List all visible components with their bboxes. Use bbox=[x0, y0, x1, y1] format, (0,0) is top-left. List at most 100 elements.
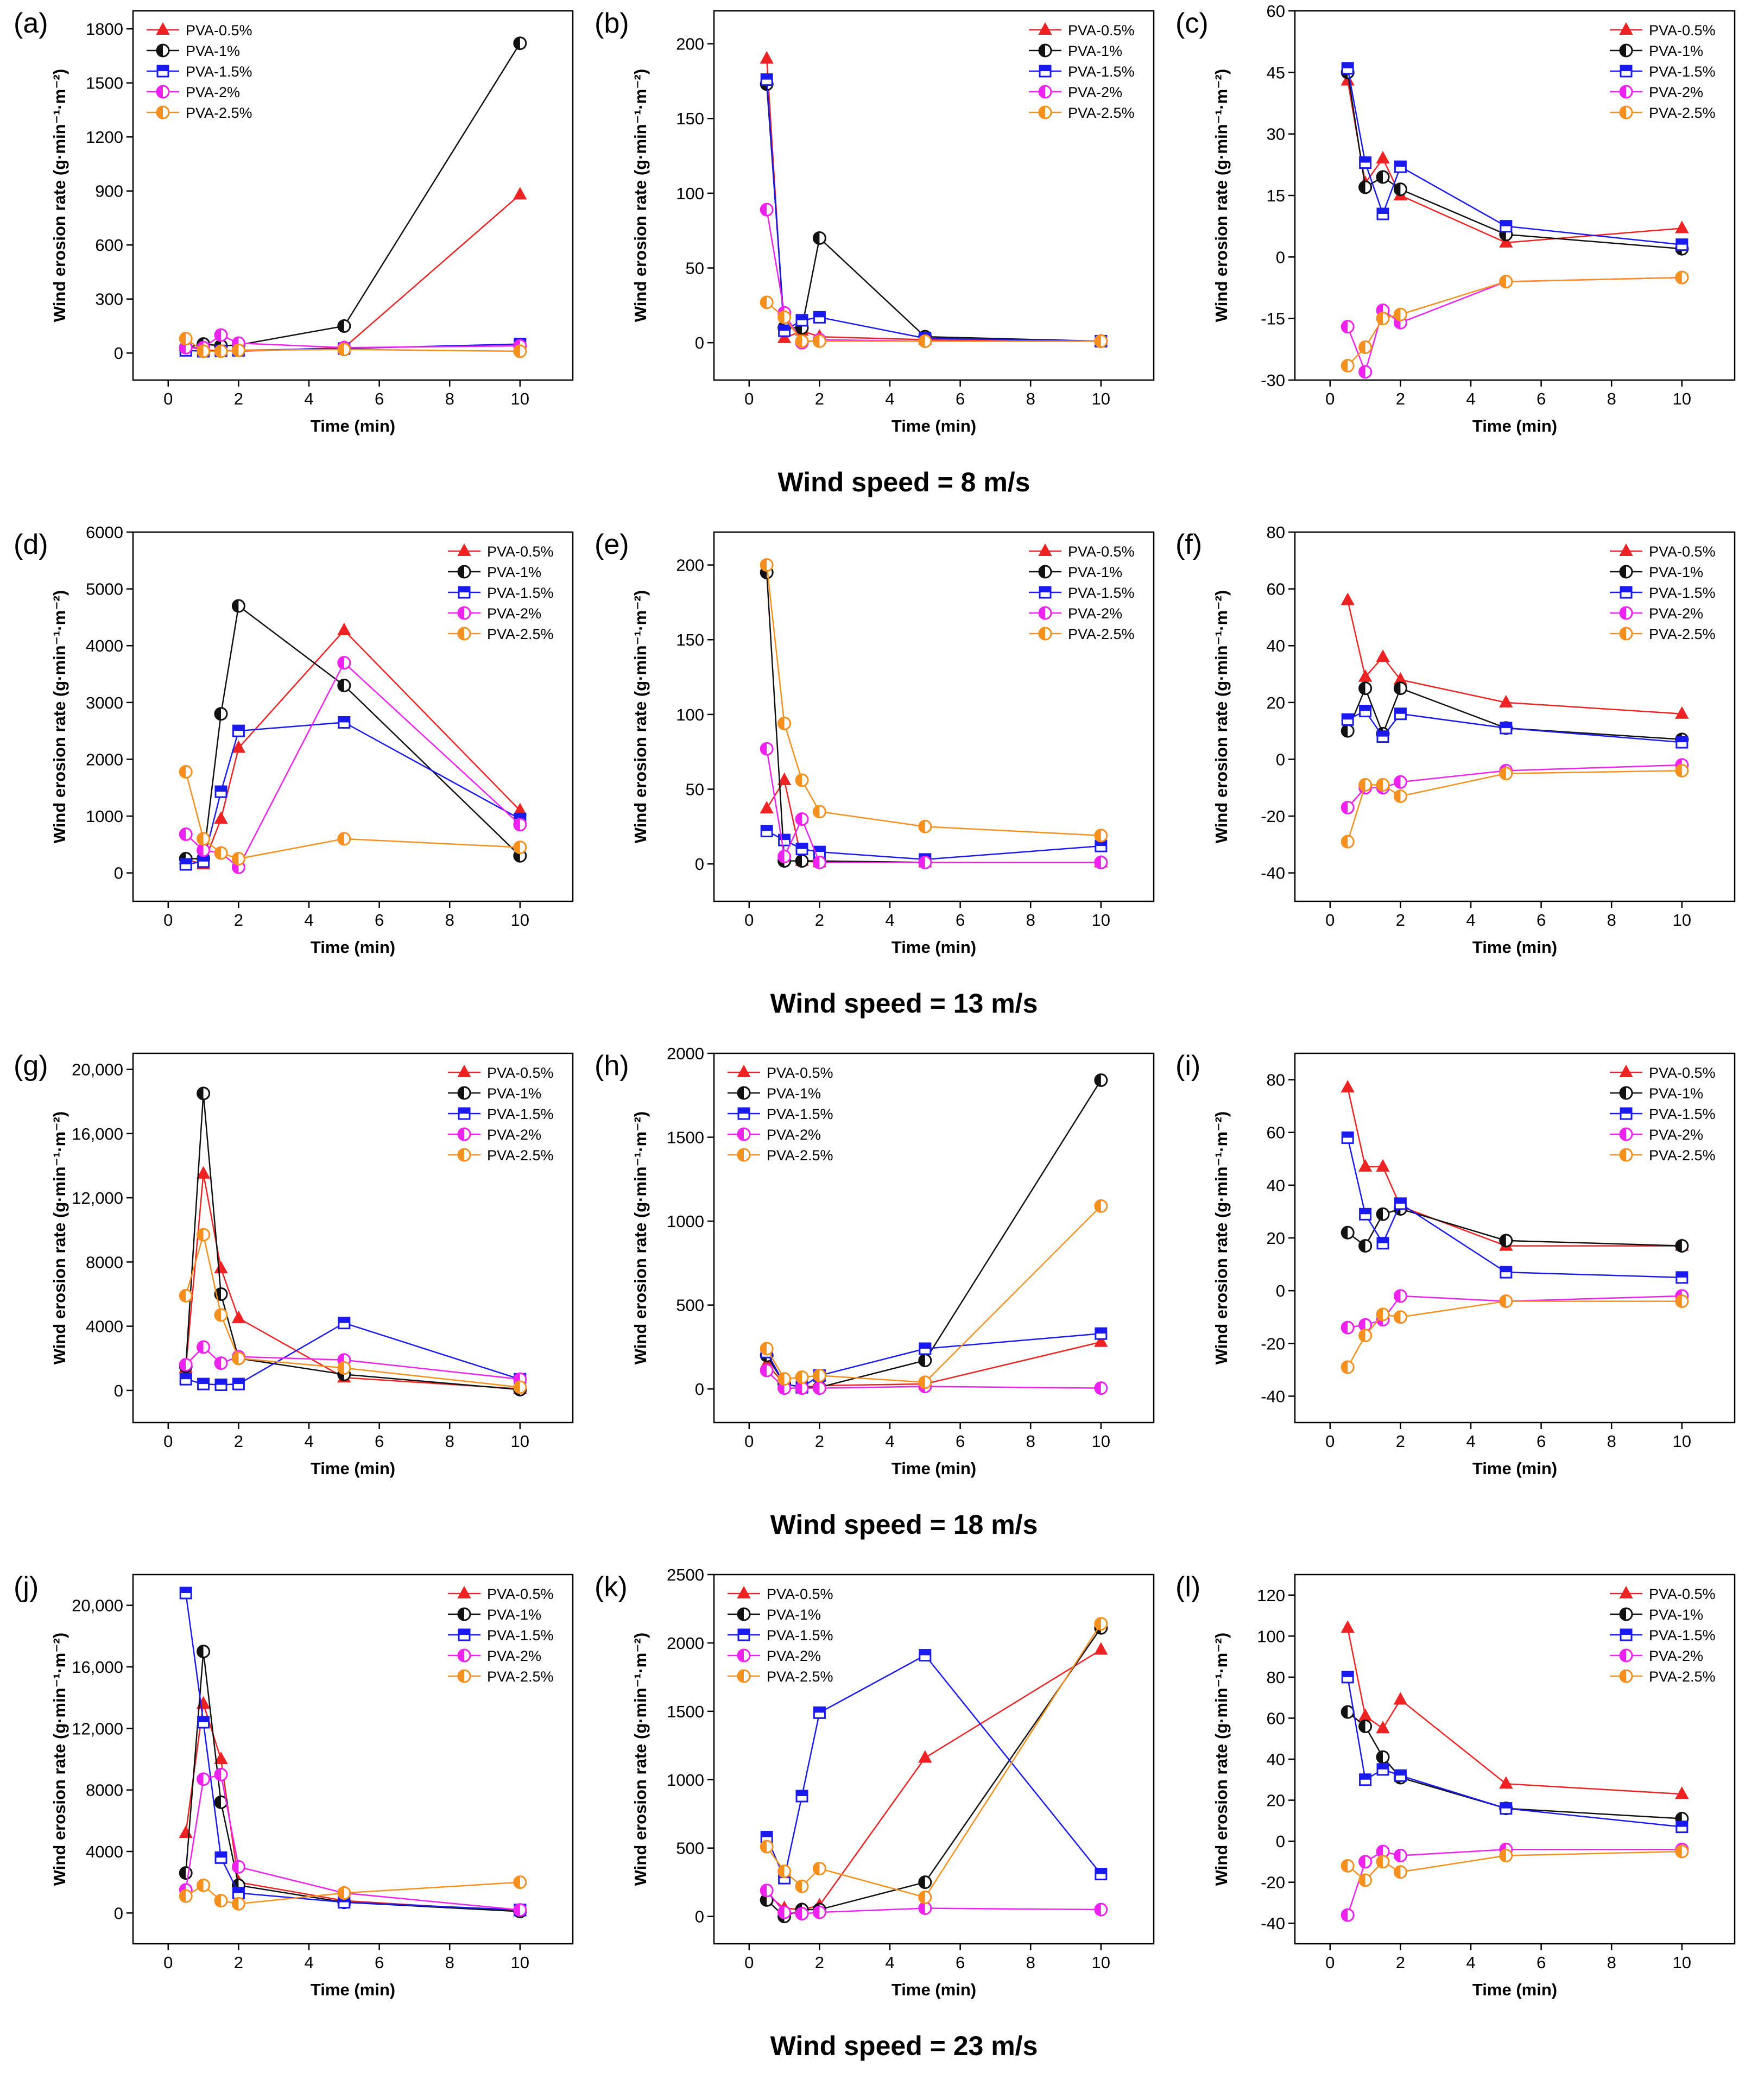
data-point-fill bbox=[1359, 1329, 1365, 1342]
data-point-fill bbox=[198, 1717, 209, 1722]
data-point-fill bbox=[796, 1880, 802, 1893]
legend-marker-fill bbox=[738, 1608, 744, 1620]
legend-marker bbox=[737, 1064, 751, 1077]
data-point-fill bbox=[813, 805, 820, 818]
x-tick-label: 6 bbox=[375, 389, 384, 408]
legend-marker-fill bbox=[1620, 566, 1626, 578]
data-point-fill bbox=[197, 1645, 204, 1658]
legend-label: PVA-2% bbox=[1649, 1127, 1703, 1143]
data-point-fill bbox=[1342, 1860, 1348, 1872]
y-tick-label: 20 bbox=[1267, 1791, 1285, 1810]
y-tick-label: -40 bbox=[1261, 864, 1285, 883]
data-point-fill bbox=[1342, 359, 1348, 372]
data-point-fill bbox=[180, 1867, 186, 1879]
x-axis-label: Time (min) bbox=[892, 938, 976, 957]
series-PVA-1.5% bbox=[760, 1327, 1108, 1394]
x-tick-label: 10 bbox=[511, 911, 529, 930]
plot-frame bbox=[132, 1052, 574, 1424]
legend-entry: PVA-2% bbox=[1029, 605, 1122, 622]
legend-label: PVA-1% bbox=[1649, 1607, 1703, 1623]
data-point-fill bbox=[796, 813, 802, 825]
data-point-fill bbox=[796, 843, 807, 849]
x-tick-label: 0 bbox=[744, 1432, 754, 1451]
x-axis-label: Time (min) bbox=[1472, 1459, 1557, 1478]
legend-marker bbox=[737, 1585, 751, 1598]
data-point-fill bbox=[1095, 1382, 1101, 1394]
data-point-fill bbox=[180, 332, 186, 345]
x-tick-label: 0 bbox=[744, 911, 754, 930]
series-PVA-0.5% bbox=[760, 51, 1108, 346]
series-line bbox=[1346, 68, 1682, 245]
legend-marker-fill bbox=[1620, 1087, 1626, 1099]
legend-entry: PVA-1% bbox=[1029, 43, 1122, 59]
data-point-fill bbox=[1377, 1764, 1388, 1769]
legend-marker-fill bbox=[738, 1087, 744, 1099]
x-tick-label: 10 bbox=[511, 1953, 529, 1972]
legend-label: PVA-2% bbox=[186, 84, 240, 100]
legend-label: PVA-1% bbox=[1649, 564, 1703, 580]
data-point-fill bbox=[1359, 365, 1365, 378]
data-point-fill bbox=[814, 1707, 825, 1713]
legend-label: PVA-1.5% bbox=[1649, 1627, 1716, 1644]
legend-entry: PVA-1% bbox=[448, 1085, 541, 1102]
x-tick-label: 4 bbox=[304, 389, 313, 408]
x-tick-label: 2 bbox=[815, 911, 824, 930]
plot-frame bbox=[713, 531, 1155, 902]
legend-label: PVA-1.5% bbox=[767, 1106, 833, 1122]
data-point-fill bbox=[514, 818, 520, 831]
data-point bbox=[231, 740, 246, 753]
series-PVA-1% bbox=[1341, 681, 1689, 747]
x-tick-label: 8 bbox=[1026, 1953, 1035, 1972]
y-tick-label: 0 bbox=[114, 344, 123, 363]
x-tick-label: 2 bbox=[1396, 1432, 1405, 1451]
y-tick-label: 1500 bbox=[86, 74, 123, 93]
legend-label: PVA-1% bbox=[487, 1607, 541, 1623]
legend-label: PVA-2% bbox=[767, 1127, 821, 1143]
x-tick-label: 4 bbox=[1466, 389, 1475, 408]
legend-label: PVA-2% bbox=[1649, 84, 1703, 100]
series-PVA-2.5% bbox=[179, 1228, 527, 1394]
data-point-fill bbox=[1359, 1874, 1365, 1886]
legend-entry: PVA-1.5% bbox=[1610, 585, 1716, 601]
legend-marker bbox=[457, 1585, 471, 1598]
data-point-fill bbox=[1394, 1311, 1401, 1323]
y-tick-label: 150 bbox=[676, 630, 704, 649]
x-tick-label: 10 bbox=[1673, 911, 1691, 930]
data-point-fill bbox=[778, 1906, 785, 1919]
legend-entry: PVA-2.5% bbox=[1610, 626, 1716, 642]
series-line bbox=[766, 79, 1101, 342]
data-point-fill bbox=[197, 1087, 204, 1099]
data-point-fill bbox=[796, 855, 802, 867]
legend-marker-fill bbox=[1620, 45, 1626, 56]
data-point-fill bbox=[1360, 705, 1371, 711]
legend-marker bbox=[1038, 22, 1052, 35]
x-tick-label: 2 bbox=[815, 1953, 824, 1972]
x-axis-label: Time (min) bbox=[311, 1459, 395, 1478]
legend-label: PVA-0.5% bbox=[1649, 1586, 1716, 1602]
data-point-fill bbox=[514, 813, 526, 819]
y-tick-label: 100 bbox=[676, 184, 704, 203]
panel-k: (k) 0 2 4 6 8 10 0 500 1000 1500 2000 2500 Time (min)… bbox=[595, 1565, 1155, 1999]
series-line bbox=[185, 1773, 520, 1911]
legend-entry: PVA-1% bbox=[728, 1085, 821, 1102]
data-point-fill bbox=[338, 832, 344, 845]
data-point-fill bbox=[796, 335, 802, 347]
y-tick-label: 0 bbox=[114, 1381, 123, 1400]
data-point-fill bbox=[180, 1374, 192, 1380]
legend-marker bbox=[1038, 543, 1052, 556]
data-point-fill bbox=[180, 766, 186, 778]
data-point-fill bbox=[919, 1354, 925, 1367]
series-PVA-2% bbox=[179, 656, 527, 874]
panel-label: (a) bbox=[14, 8, 48, 39]
series-PVA-0.5% bbox=[179, 187, 527, 356]
x-tick-label: 4 bbox=[1466, 1432, 1475, 1451]
legend-marker-fill bbox=[1039, 628, 1045, 640]
panel-label: (h) bbox=[595, 1050, 629, 1082]
y-axis-label: Wind erosion rate (g·min⁻¹·m⁻²) bbox=[1212, 1111, 1231, 1364]
legend-marker bbox=[457, 543, 471, 556]
data-point bbox=[214, 1751, 228, 1764]
legend-entry: PVA-2% bbox=[1610, 1648, 1703, 1664]
y-tick-label: 60 bbox=[1267, 1709, 1285, 1728]
x-tick-label: 6 bbox=[956, 911, 965, 930]
